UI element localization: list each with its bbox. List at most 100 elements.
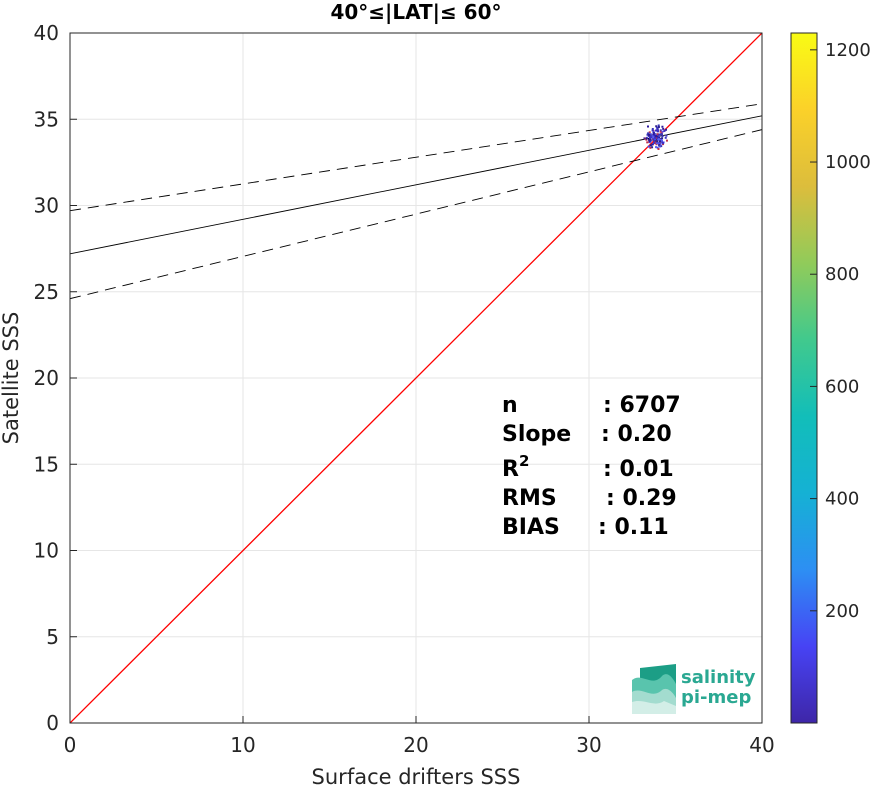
density-cell: [652, 133, 655, 136]
density-cell: [665, 139, 668, 142]
density-cell: [651, 146, 654, 149]
density-cell: [656, 129, 659, 132]
density-cell: [664, 136, 667, 139]
density-cell: [656, 137, 659, 140]
chart-title: 40°≤|LAT|≤ 60°: [330, 0, 501, 24]
confidence-lower-line: [70, 129, 762, 300]
density-cell: [650, 136, 653, 139]
density-cell: [661, 125, 664, 128]
y-axis-ticks: 0 5 10 15 20 25 30 35 40: [34, 21, 77, 735]
x-tick-label: 30: [576, 733, 601, 757]
confidence-upper-line: [70, 103, 762, 212]
density-cell: [652, 136, 655, 139]
density-cell: [655, 146, 658, 149]
density-cell: [649, 134, 652, 137]
density-cell: [660, 139, 663, 142]
density-cell: [656, 133, 659, 136]
stat-label: R2: [502, 452, 529, 482]
density-cell: [661, 135, 664, 138]
density-cell: [659, 142, 662, 145]
density-cell: [647, 138, 650, 141]
density-cell: [654, 139, 657, 142]
density-cell: [654, 135, 657, 138]
density-cell: [649, 139, 652, 142]
density-cell: [652, 132, 655, 135]
density-cell: [658, 145, 661, 148]
stat-label: RMS: [502, 486, 557, 511]
density-cell: [653, 141, 656, 144]
stats-panel: n: 6707 Slope: 0.20 R2: 0.01 RMS: 0.29 BIAS:…: [502, 393, 681, 540]
density-cell: [648, 131, 651, 134]
density-cell: [643, 137, 646, 140]
stat-label: BIAS: [502, 515, 560, 540]
density-cell: [657, 126, 660, 129]
density-cell: [656, 126, 659, 129]
density-cell: [656, 141, 659, 144]
y-tick-label: 0: [46, 711, 59, 735]
density-cell: [651, 129, 654, 132]
y-tick-label: 25: [34, 280, 59, 304]
y-tick-label: 35: [34, 107, 59, 131]
density-cell: [661, 130, 664, 133]
density-cell: [655, 129, 658, 132]
logo-text-pimep: pi-mep: [681, 687, 751, 708]
identity-line: [70, 33, 762, 723]
density-cell: [659, 140, 662, 143]
stat-value: : 0.20: [601, 422, 672, 447]
logo-text-salinity: salinity: [681, 667, 756, 688]
density-cell: [655, 142, 658, 145]
stat-value: : 0.29: [606, 486, 677, 511]
density-cloud: [643, 124, 668, 150]
density-cell: [660, 133, 663, 136]
stat-label: Slope: [502, 422, 571, 447]
density-cell: [657, 147, 660, 150]
density-cell: [658, 142, 661, 145]
density-cell: [665, 134, 668, 137]
x-axis-title: Surface drifters SSS: [312, 765, 521, 786]
density-cell: [647, 134, 650, 137]
density-cell: [665, 128, 668, 131]
density-cell: [659, 139, 662, 142]
density-cell: [649, 146, 652, 149]
density-cell: [648, 140, 651, 143]
stat-value: : 0.01: [603, 457, 674, 482]
x-tick-label: 20: [403, 733, 428, 757]
density-cell: [662, 127, 665, 130]
salinity-logo-icon: [632, 664, 676, 714]
density-cell: [662, 142, 665, 145]
y-tick-label: 30: [34, 194, 59, 218]
density-cell: [658, 138, 661, 141]
density-cell: [649, 144, 652, 147]
density-cell: [649, 133, 652, 136]
density-cell: [651, 143, 654, 146]
density-cell: [658, 133, 661, 136]
colorbar-tick-label: 600: [825, 376, 859, 397]
density-cell: [656, 128, 659, 131]
x-tick-label: 40: [749, 733, 774, 757]
y-tick-label: 15: [34, 452, 59, 476]
density-cell: [647, 145, 650, 148]
x-tick-label: 0: [64, 733, 77, 757]
stat-label: n: [502, 393, 518, 418]
colorbar-tick-label: 800: [825, 264, 859, 285]
colorbar-tick-label: 1000: [825, 152, 871, 173]
density-cell: [649, 136, 652, 139]
stat-superscript: 2: [519, 452, 529, 470]
density-cell: [645, 138, 648, 141]
x-axis-ticks: 0 10 20 30 40: [64, 716, 775, 757]
density-cell: [654, 138, 657, 141]
density-cell: [646, 133, 649, 136]
density-cell: [654, 136, 657, 139]
density-cell: [663, 129, 666, 132]
density-cell: [647, 132, 650, 135]
density-cell: [659, 130, 662, 133]
density-cell: [657, 124, 660, 127]
density-cell: [656, 146, 659, 149]
density-cell: [646, 141, 649, 144]
colorbar-tick-label: 200: [825, 601, 859, 622]
density-cell: [660, 145, 663, 148]
stat-value: : 0.11: [598, 515, 669, 540]
density-cell: [646, 125, 649, 128]
colorbar: [790, 32, 818, 724]
